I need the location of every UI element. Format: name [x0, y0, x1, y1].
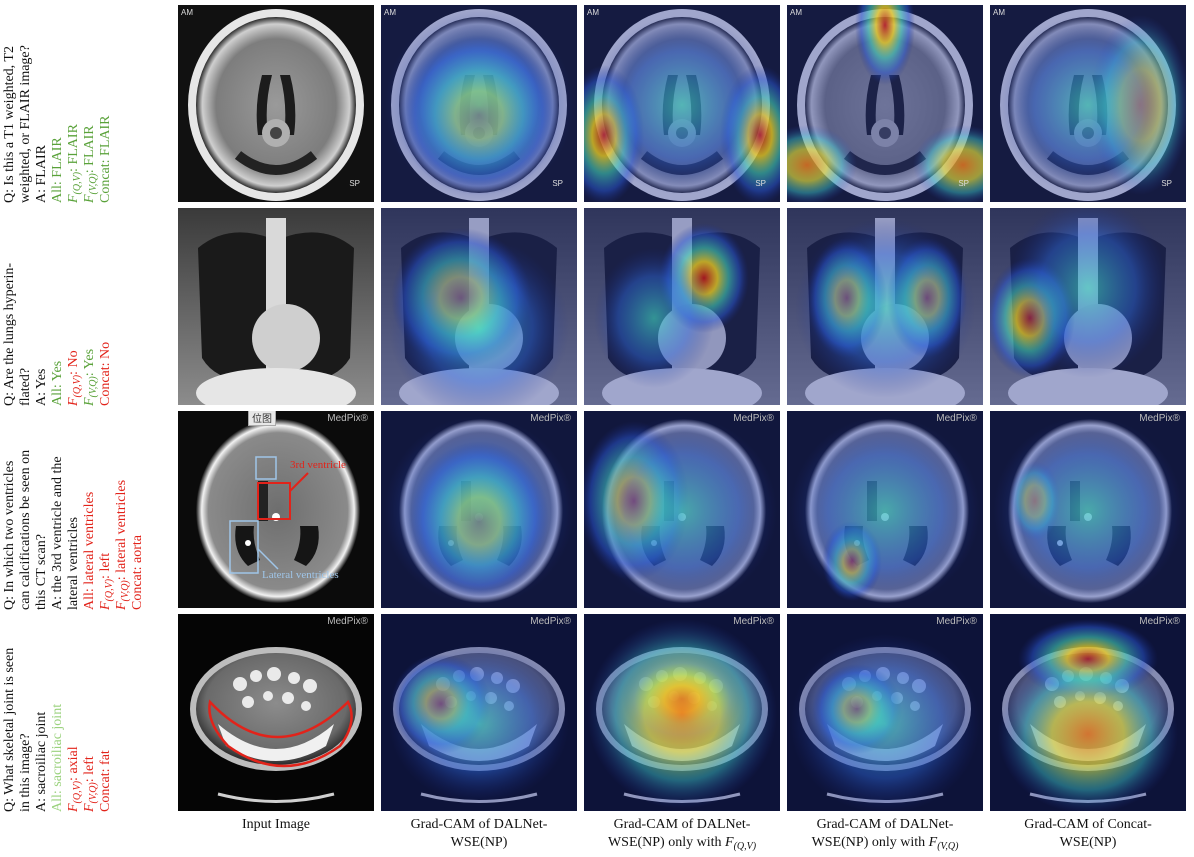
row1-gradcam-dalnet-image: AM SP: [381, 5, 577, 202]
row4-gradcam-fqv-image: MedPix®: [584, 614, 780, 811]
caption-gradcam-concat: Grad-CAM of Concat- WSE(NP): [1024, 817, 1152, 850]
medpix-watermark: MedPix®: [1139, 413, 1180, 424]
medpix-watermark: MedPix®: [530, 413, 571, 424]
row2-fvq: F(V,Q): Yes: [82, 348, 99, 406]
row4-gradcam-dalnet-image: MedPix®: [381, 614, 577, 811]
medpix-watermark: MedPix®: [530, 616, 571, 627]
row3-input-image: MedPix® 3rd ventricle Lateral ventricles 位…: [178, 411, 374, 608]
row3-answer-2: lateral ventricles: [66, 517, 81, 610]
row4-text: Q: What skeletal joint is seen in this i…: [0, 614, 170, 812]
corner-sp-label: SP: [958, 179, 969, 188]
row3-fqv: F(Q,V): left: [98, 552, 115, 610]
caption-input-image: Input Image: [241, 817, 311, 832]
row2-concat: Concat: No: [98, 341, 113, 406]
row4-gradcam-fvq-image: MedPix®: [787, 614, 983, 811]
row2-text: Q: Are the lungs hyperin- flated? A: Yes…: [0, 208, 170, 406]
row1-text: Q: Is this a T1 weighted, T2 weighted, o…: [0, 5, 170, 203]
row3-gradcam-fqv-image: MedPix®: [584, 411, 780, 608]
row2-gradcam-dalnet-image: [381, 208, 577, 405]
row1-answer: A: FLAIR: [34, 145, 49, 203]
row3-concat: Concat: aorta: [130, 534, 145, 610]
row3-text: Q: In which two ventricles can calcifica…: [0, 410, 170, 610]
row2-question-2: flated?: [18, 367, 33, 406]
medpix-watermark: MedPix®: [733, 616, 774, 627]
row1-input-image: AM SP: [178, 5, 374, 202]
row3-answer-1: A: the 3rd ventricle and the: [50, 456, 65, 610]
row3-gradcam-dalnet-image: MedPix®: [381, 411, 577, 608]
sacroiliac-outline: [208, 699, 353, 768]
corner-am-label: AM: [384, 8, 396, 17]
row4-fqv: F(Q,V): axial: [66, 746, 83, 812]
caption-gradcam-dalnet: Grad-CAM of DALNet- WSE(NP): [410, 817, 548, 850]
corner-am-label: AM: [993, 8, 1005, 17]
medpix-watermark: MedPix®: [327, 413, 368, 424]
medpix-watermark: MedPix®: [1139, 616, 1180, 627]
row1-all: All: FLAIR: [50, 137, 65, 203]
caption-gradcam-fvq: Grad-CAM of DALNet- WSE(NP) only with F(…: [811, 817, 959, 852]
row1-question-2: weighted, or FLAIR image?: [18, 45, 33, 203]
row2-fqv: F(Q,V): No: [66, 350, 83, 406]
corner-am-label: AM: [790, 8, 802, 17]
annotation-boxes: [229, 456, 309, 574]
row4-concat: Concat: fat: [98, 750, 113, 812]
row2-gradcam-fvq-image: [787, 208, 983, 405]
row1-fqv: F(Q,V): FLAIR: [66, 124, 83, 203]
row3-all: All: lateral ventricles: [82, 491, 97, 610]
row1-gradcam-fvq-image: AM SP: [787, 5, 983, 202]
corner-sp-label: SP: [552, 179, 563, 188]
tooltip-label: 位图: [248, 411, 276, 426]
row1-question-1: Q: Is this a T1 weighted, T2: [2, 46, 17, 203]
row2-question-1: Q: Are the lungs hyperin-: [2, 262, 17, 406]
row1-gradcam-concat-image: AM SP: [990, 5, 1186, 202]
row1-fvq: F(V,Q): FLAIR: [82, 125, 99, 203]
row4-question-1: Q: What skeletal joint is seen: [2, 647, 17, 812]
lateral-ventricles-label: Lateral ventricles: [262, 569, 339, 581]
medpix-watermark: MedPix®: [936, 413, 977, 424]
row4-fvq: F(V,Q): left: [82, 756, 99, 812]
row3-fvq: F(V,Q): lateral ventricles: [114, 479, 131, 610]
row3-question-3: this CT scan?: [34, 534, 49, 610]
row1-concat: Concat: FLAIR: [98, 115, 113, 204]
medpix-watermark: MedPix®: [327, 616, 368, 627]
row4-all: All: sacroiliac joint: [50, 703, 65, 812]
caption-gradcam-fqv: Grad-CAM of DALNet- WSE(NP) only with F(…: [607, 817, 757, 852]
row2-gradcam-fqv-image: [584, 208, 780, 405]
medpix-watermark: MedPix®: [936, 616, 977, 627]
row4-gradcam-concat-image: MedPix®: [990, 614, 1186, 811]
row2-all: All: Yes: [50, 360, 65, 406]
corner-sp-label: SP: [349, 179, 360, 188]
corner-sp-label: SP: [755, 179, 766, 188]
row2-answer: A: Yes: [34, 368, 49, 406]
row3-gradcam-fvq-image: MedPix®: [787, 411, 983, 608]
corner-am-label: AM: [181, 8, 193, 17]
row4-input-image: MedPix®: [178, 614, 374, 811]
row2-gradcam-concat-image: [990, 208, 1186, 405]
row1-gradcam-fqv-image: AM SP: [584, 5, 780, 202]
row4-answer: A: sacroiliac joint: [34, 711, 49, 812]
third-ventricle-label: 3rd ventricle: [290, 459, 346, 471]
row3-gradcam-concat-image: MedPix®: [990, 411, 1186, 608]
corner-am-label: AM: [587, 8, 599, 17]
row4-question-2: in this image?: [18, 733, 33, 812]
row2-input-image: [178, 208, 374, 405]
corner-sp-label: SP: [1161, 179, 1172, 188]
row3-question-2: can calcifications be seen on: [18, 449, 33, 610]
row3-question-1: Q: In which two ventricles: [2, 460, 17, 610]
medpix-watermark: MedPix®: [733, 413, 774, 424]
